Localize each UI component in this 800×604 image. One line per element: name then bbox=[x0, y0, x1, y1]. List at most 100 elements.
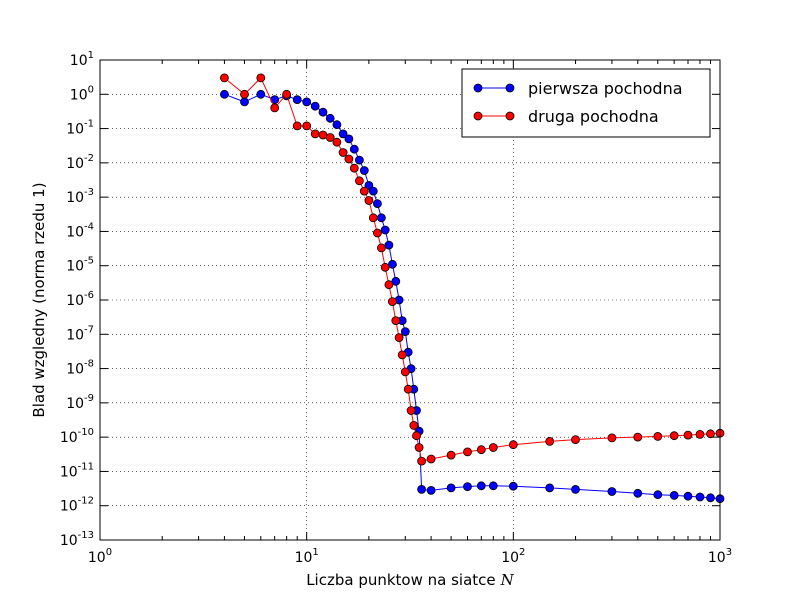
data-point bbox=[488, 443, 498, 452]
data-point bbox=[508, 440, 518, 450]
legend-marker bbox=[505, 83, 515, 93]
data-point bbox=[318, 130, 328, 140]
data-point bbox=[417, 484, 427, 494]
x-tick-label-base: 10 bbox=[501, 550, 519, 566]
legend: pierwsza pochodna druga pochodna bbox=[461, 68, 711, 138]
data-point bbox=[653, 431, 663, 441]
data-point bbox=[219, 89, 229, 99]
y-axis-ticks: 10110010-110-210-310-410-510-610-710-810… bbox=[60, 50, 720, 549]
legend-item: druga pochodna bbox=[473, 107, 659, 126]
y-tick-label-exponent: -8 bbox=[84, 359, 94, 370]
y-tick-label-exponent: -9 bbox=[84, 393, 94, 404]
y-tick-label: 10-2 bbox=[66, 153, 94, 172]
legend-marker bbox=[473, 111, 483, 121]
data-point bbox=[653, 490, 663, 500]
data-point bbox=[683, 491, 693, 501]
data-point bbox=[359, 186, 369, 196]
data-point bbox=[476, 445, 486, 455]
data-point bbox=[240, 97, 249, 107]
data-point bbox=[354, 176, 364, 186]
data-point bbox=[400, 367, 410, 377]
y-tick-label: 10-13 bbox=[60, 530, 94, 549]
y-tick-label-exponent: -4 bbox=[84, 221, 94, 232]
data-point bbox=[270, 103, 280, 113]
data-point bbox=[338, 148, 348, 157]
y-tick-label-base: 10 bbox=[60, 430, 78, 446]
data-point bbox=[380, 262, 390, 272]
data-point bbox=[633, 432, 643, 442]
y-tick-label: 10-3 bbox=[66, 187, 94, 206]
data-point bbox=[219, 73, 229, 83]
data-point bbox=[391, 316, 401, 326]
legend-label: druga pochodna bbox=[528, 107, 659, 126]
data-point bbox=[302, 121, 312, 131]
series-2 bbox=[219, 73, 725, 466]
y-tick-label-base: 10 bbox=[60, 499, 78, 515]
x-tick-label-exponent: 1 bbox=[312, 547, 318, 558]
data-point bbox=[240, 89, 249, 99]
y-tick-label-exponent: -2 bbox=[84, 153, 94, 164]
y-tick-label-base: 10 bbox=[66, 156, 84, 172]
data-point bbox=[376, 213, 386, 223]
y-tick-label: 10-7 bbox=[66, 324, 94, 343]
data-point bbox=[387, 297, 397, 307]
y-tick-label: 101 bbox=[70, 50, 94, 69]
y-tick-label: 10-9 bbox=[66, 393, 94, 412]
x-tick-label-exponent: 2 bbox=[519, 547, 525, 558]
data-point bbox=[372, 199, 382, 209]
data-point bbox=[338, 129, 348, 139]
data-point bbox=[669, 490, 679, 500]
series-layer bbox=[219, 73, 725, 504]
data-point bbox=[463, 482, 472, 492]
data-point bbox=[372, 228, 382, 238]
data-point bbox=[633, 488, 643, 498]
y-tick-label: 10-11 bbox=[60, 461, 94, 480]
x-tick-label: 101 bbox=[295, 547, 319, 566]
x-axis-label-text: Liczba punktow na siatce bbox=[306, 571, 495, 589]
data-point bbox=[706, 493, 715, 503]
x-tick-label: 102 bbox=[501, 547, 525, 566]
y-tick-label-exponent: 0 bbox=[88, 84, 94, 95]
y-tick-label-exponent: -3 bbox=[84, 187, 94, 198]
data-point bbox=[706, 429, 715, 439]
data-point bbox=[394, 333, 404, 343]
data-point bbox=[488, 481, 498, 491]
y-tick-label-exponent: -10 bbox=[78, 427, 94, 438]
data-point bbox=[545, 483, 555, 493]
data-point bbox=[426, 454, 436, 464]
legend-item: pierwsza pochodna bbox=[473, 79, 683, 98]
data-point bbox=[607, 487, 617, 496]
data-point bbox=[391, 276, 401, 286]
y-tick-label-base: 10 bbox=[60, 464, 78, 480]
y-tick-label-exponent: -5 bbox=[84, 256, 94, 267]
data-point bbox=[414, 443, 424, 452]
data-point bbox=[376, 243, 386, 253]
data-point bbox=[380, 225, 390, 235]
data-point bbox=[292, 121, 302, 131]
data-point bbox=[256, 73, 266, 83]
data-point bbox=[349, 163, 359, 173]
data-point bbox=[400, 327, 410, 337]
data-point bbox=[384, 280, 394, 290]
x-axis-label: Liczba punktow na siatce N bbox=[306, 571, 514, 589]
legend-marker bbox=[473, 83, 483, 93]
x-tick-label-exponent: 3 bbox=[726, 547, 732, 558]
legend-marker bbox=[505, 111, 515, 121]
y-tick-label: 10-8 bbox=[66, 359, 94, 378]
y-tick-label-base: 10 bbox=[66, 362, 84, 378]
data-point bbox=[325, 113, 335, 123]
x-tick-label: 103 bbox=[708, 547, 732, 566]
data-point bbox=[508, 481, 518, 491]
data-point bbox=[332, 137, 342, 147]
y-tick-label-base: 10 bbox=[66, 122, 84, 138]
y-tick-label-base: 10 bbox=[60, 533, 78, 549]
data-point bbox=[344, 134, 354, 144]
data-point bbox=[359, 166, 369, 175]
y-tick-label-exponent: -1 bbox=[84, 119, 94, 130]
y-tick-label-base: 10 bbox=[66, 259, 84, 275]
y-tick-label-exponent: -12 bbox=[78, 496, 94, 507]
data-point bbox=[476, 481, 486, 491]
x-tick-label-base: 10 bbox=[295, 550, 313, 566]
y-tick-label-base: 10 bbox=[66, 224, 84, 240]
